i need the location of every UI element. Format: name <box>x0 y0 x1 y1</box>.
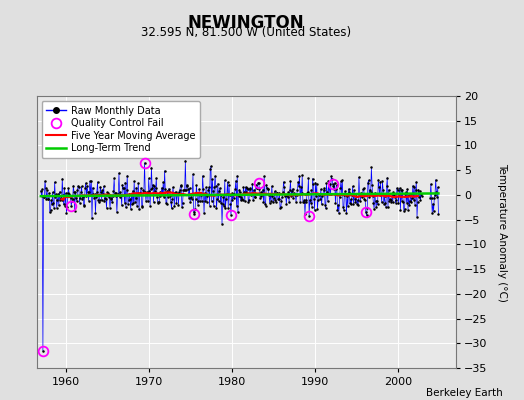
Legend: Raw Monthly Data, Quality Control Fail, Five Year Moving Average, Long-Term Tren: Raw Monthly Data, Quality Control Fail, … <box>41 101 200 158</box>
Text: NEWINGTON: NEWINGTON <box>188 14 304 32</box>
Text: Berkeley Earth: Berkeley Earth <box>427 388 503 398</box>
Y-axis label: Temperature Anomaly (°C): Temperature Anomaly (°C) <box>497 162 507 302</box>
Text: 32.595 N, 81.500 W (United States): 32.595 N, 81.500 W (United States) <box>141 26 352 39</box>
